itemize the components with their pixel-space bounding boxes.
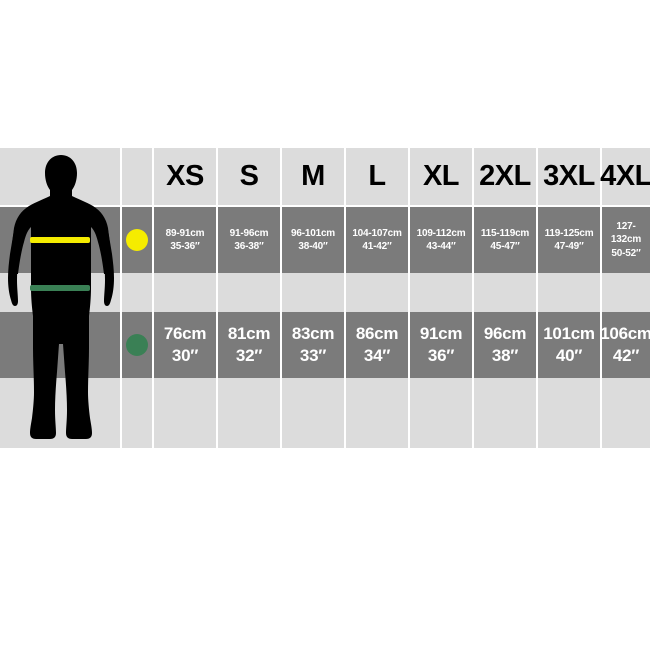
chest-value-inch: 47-49″ (554, 241, 584, 252)
gap-cell-l (346, 273, 408, 312)
chest-value-inch: 41-42″ (362, 241, 392, 252)
chest-cell-m: 96-101cm 38-40″ (282, 207, 344, 273)
chest-value-inch: 35-36″ (170, 241, 200, 252)
size-label: L (368, 160, 386, 192)
header-cell-s: S (218, 148, 280, 205)
header-cell-xs: XS (154, 148, 216, 205)
waist-cell-marker (122, 312, 152, 378)
gap-cell-s (218, 273, 280, 312)
chest-cell-3xl: 119-125cm 47-49″ (538, 207, 600, 273)
header-cell-xl: XL (410, 148, 472, 205)
chest-cell-xs: 89-91cm 35-36″ (154, 207, 216, 273)
waist-value-inch: 42″ (612, 346, 640, 365)
gap-cell-3xl (538, 273, 600, 312)
chest-value-inch: 38-40″ (298, 241, 328, 252)
chest-cell-xl: 109-112cm 43-44″ (410, 207, 472, 273)
waist-value-cm: 76cm (163, 323, 207, 343)
footer-cell-xl (410, 378, 472, 448)
size-label: M (301, 160, 325, 192)
yellow-dot-icon (126, 229, 148, 251)
waist-value-cm: 96cm (483, 323, 527, 343)
footer-cell-marker (122, 378, 152, 448)
footer-cell-s (218, 378, 280, 448)
waist-cell-xs: 76cm 30″ (154, 312, 216, 378)
waist-value-inch: 34″ (363, 346, 391, 365)
waist-value-inch: 40″ (555, 346, 583, 365)
waist-value-inch: 32″ (235, 346, 263, 365)
chest-value-cm: 119-125cm (544, 227, 594, 239)
gap-cell-xl (410, 273, 472, 312)
chest-value-inch: 45-47″ (490, 241, 520, 252)
gap-cell-marker (122, 273, 152, 312)
header-cell-4xl: 4XL (600, 148, 650, 205)
footer-cell-figure (0, 378, 120, 448)
gap-cell-xs (154, 273, 216, 312)
waist-cell-3xl: 101cm 40″ (538, 312, 600, 378)
chest-cell-l: 104-107cm 41-42″ (346, 207, 408, 273)
chest-cell-s: 91-96cm 36-38″ (218, 207, 280, 273)
waist-value-cm: 101cm (543, 323, 595, 343)
waist-cell-figure (0, 312, 120, 378)
header-cell-l: L (346, 148, 408, 205)
footer-cell-m (282, 378, 344, 448)
size-label: 2XL (479, 160, 531, 192)
chest-cell-marker (122, 207, 152, 273)
waist-cell-2xl: 96cm 38″ (474, 312, 536, 378)
gap-cell-m (282, 273, 344, 312)
waist-value-cm: 81cm (227, 323, 271, 343)
chest-value-inch: 43-44″ (426, 241, 456, 252)
chest-value-cm: 109-112cm (416, 227, 466, 239)
size-label: S (239, 160, 259, 192)
waist-value-inch: 36″ (427, 346, 455, 365)
chest-value-cm: 91-96cm (229, 227, 269, 239)
chest-value-inch: 36-38″ (234, 241, 264, 252)
green-dot-icon (126, 334, 148, 356)
footer-cell-xs (154, 378, 216, 448)
chest-cell-figure (0, 207, 120, 273)
waist-value-inch: 38″ (491, 346, 519, 365)
gap-cell-4xl (602, 273, 650, 312)
waist-cell-4xl: 106cm 42″ (600, 312, 650, 378)
waist-cell-m: 83cm 33″ (282, 312, 344, 378)
header-cell-2xl: 2XL (474, 148, 536, 205)
footer-cell-2xl (474, 378, 536, 448)
waist-cell-xl: 91cm 36″ (410, 312, 472, 378)
waist-value-inch: 33″ (299, 346, 327, 365)
waist-value-inch: 30″ (171, 346, 199, 365)
size-label: 4XL (600, 160, 650, 192)
chest-value-cm: 89-91cm (165, 227, 205, 239)
footer-cell-3xl (538, 378, 600, 448)
size-label: 3XL (543, 160, 595, 192)
footer-cell-4xl (602, 378, 650, 448)
waist-value-cm: 86cm (355, 323, 399, 343)
size-label: XL (422, 160, 460, 192)
chest-value-cm: 96-101cm (291, 227, 335, 239)
waist-cell-l: 86cm 34″ (346, 312, 408, 378)
size-chart: XS S M L XL 2XL 3XL 4XL 89-91cm 35-36″ 9… (0, 148, 650, 448)
header-cell-marker (122, 148, 152, 205)
chest-value-cm: 115-119cm (480, 227, 530, 239)
waist-value-cm: 91cm (419, 323, 463, 343)
chest-cell-4xl: 127-132cm 50-52″ (602, 207, 650, 273)
gap-cell-2xl (474, 273, 536, 312)
header-cell-figure (0, 148, 120, 205)
chest-cell-2xl: 115-119cm 45-47″ (474, 207, 536, 273)
header-cell-3xl: 3XL (538, 148, 600, 205)
chest-value-inch: 50-52″ (611, 247, 641, 259)
waist-value-cm: 83cm (291, 323, 335, 343)
waist-cell-s: 81cm 32″ (218, 312, 280, 378)
size-label: XS (166, 160, 204, 192)
chest-value-cm: 127-132cm (610, 220, 642, 246)
footer-cell-l (346, 378, 408, 448)
gap-cell-figure (0, 273, 120, 312)
chest-value-cm: 104-107cm (352, 227, 402, 239)
waist-value-cm: 106cm (600, 323, 650, 343)
header-cell-m: M (282, 148, 344, 205)
